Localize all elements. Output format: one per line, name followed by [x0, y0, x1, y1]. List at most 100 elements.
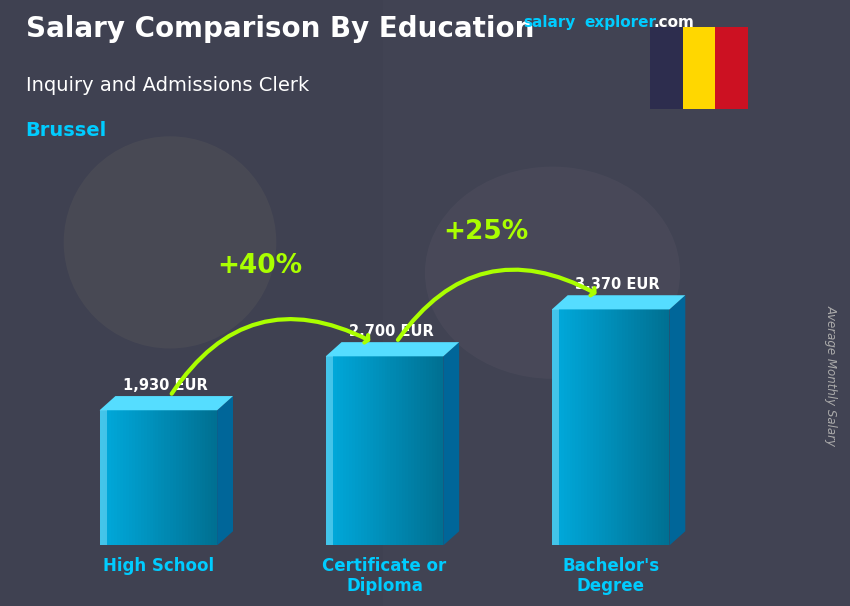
Bar: [575, 310, 578, 545]
Bar: [584, 310, 587, 545]
Bar: [555, 310, 558, 545]
Bar: [640, 310, 643, 545]
Bar: [628, 310, 632, 545]
Bar: [150, 410, 152, 545]
Bar: [411, 356, 414, 545]
Bar: [144, 410, 146, 545]
Bar: [326, 356, 333, 545]
Bar: [190, 410, 194, 545]
Bar: [610, 310, 614, 545]
Bar: [402, 356, 405, 545]
Bar: [664, 310, 666, 545]
Bar: [428, 356, 432, 545]
Bar: [388, 356, 390, 545]
Bar: [578, 310, 581, 545]
Bar: [638, 310, 640, 545]
Bar: [683, 27, 716, 109]
Text: Brussel: Brussel: [26, 121, 107, 140]
Text: +40%: +40%: [218, 253, 303, 279]
Bar: [632, 310, 634, 545]
Bar: [370, 356, 373, 545]
Bar: [440, 356, 444, 545]
Text: salary: salary: [523, 15, 575, 30]
Bar: [329, 356, 332, 545]
FancyArrowPatch shape: [398, 270, 594, 340]
Bar: [646, 310, 649, 545]
Bar: [156, 410, 158, 545]
Bar: [105, 410, 109, 545]
Bar: [593, 310, 596, 545]
Bar: [384, 356, 388, 545]
Bar: [652, 310, 654, 545]
Bar: [596, 310, 599, 545]
Bar: [341, 356, 343, 545]
Bar: [0, 0, 382, 606]
Bar: [373, 356, 376, 545]
Bar: [422, 356, 426, 545]
Bar: [162, 410, 164, 545]
Bar: [170, 410, 173, 545]
Bar: [200, 410, 202, 545]
FancyArrowPatch shape: [172, 319, 368, 394]
Bar: [570, 310, 572, 545]
Bar: [426, 356, 428, 545]
Bar: [716, 27, 748, 109]
Text: 3,370 EUR: 3,370 EUR: [575, 277, 660, 292]
Polygon shape: [444, 342, 459, 545]
Bar: [129, 410, 132, 545]
Text: explorer: explorer: [584, 15, 656, 30]
Bar: [408, 356, 411, 545]
Bar: [188, 410, 190, 545]
Bar: [658, 310, 660, 545]
Bar: [184, 410, 188, 545]
Bar: [103, 410, 105, 545]
Bar: [434, 356, 438, 545]
Polygon shape: [670, 295, 685, 545]
Bar: [352, 356, 355, 545]
Bar: [117, 410, 120, 545]
Bar: [358, 356, 361, 545]
Text: 1,930 EUR: 1,930 EUR: [123, 378, 208, 393]
Bar: [146, 410, 150, 545]
Bar: [666, 310, 670, 545]
Bar: [572, 310, 575, 545]
Bar: [405, 356, 408, 545]
Polygon shape: [99, 396, 233, 410]
Bar: [605, 310, 608, 545]
Bar: [132, 410, 135, 545]
Bar: [176, 410, 179, 545]
Bar: [561, 310, 564, 545]
Bar: [367, 356, 370, 545]
Bar: [123, 410, 126, 545]
Bar: [581, 310, 584, 545]
Bar: [126, 410, 129, 545]
Text: Average Monthly Salary: Average Monthly Salary: [824, 305, 837, 446]
Bar: [361, 356, 364, 545]
Bar: [567, 310, 570, 545]
Bar: [616, 310, 620, 545]
Text: Inquiry and Admissions Clerk: Inquiry and Admissions Clerk: [26, 76, 309, 95]
Bar: [438, 356, 440, 545]
Bar: [634, 310, 638, 545]
Ellipse shape: [425, 167, 680, 379]
Bar: [326, 356, 329, 545]
Bar: [337, 356, 341, 545]
Bar: [396, 356, 400, 545]
Bar: [364, 356, 367, 545]
Polygon shape: [326, 342, 459, 356]
Text: +25%: +25%: [444, 219, 529, 245]
Bar: [649, 310, 652, 545]
Bar: [587, 310, 590, 545]
Bar: [643, 310, 646, 545]
Bar: [135, 410, 138, 545]
Bar: [141, 410, 144, 545]
Bar: [332, 356, 335, 545]
Bar: [608, 310, 610, 545]
Bar: [99, 410, 106, 545]
Bar: [182, 410, 184, 545]
Bar: [626, 310, 628, 545]
Bar: [99, 410, 103, 545]
Bar: [208, 410, 212, 545]
Bar: [343, 356, 346, 545]
Bar: [660, 310, 664, 545]
